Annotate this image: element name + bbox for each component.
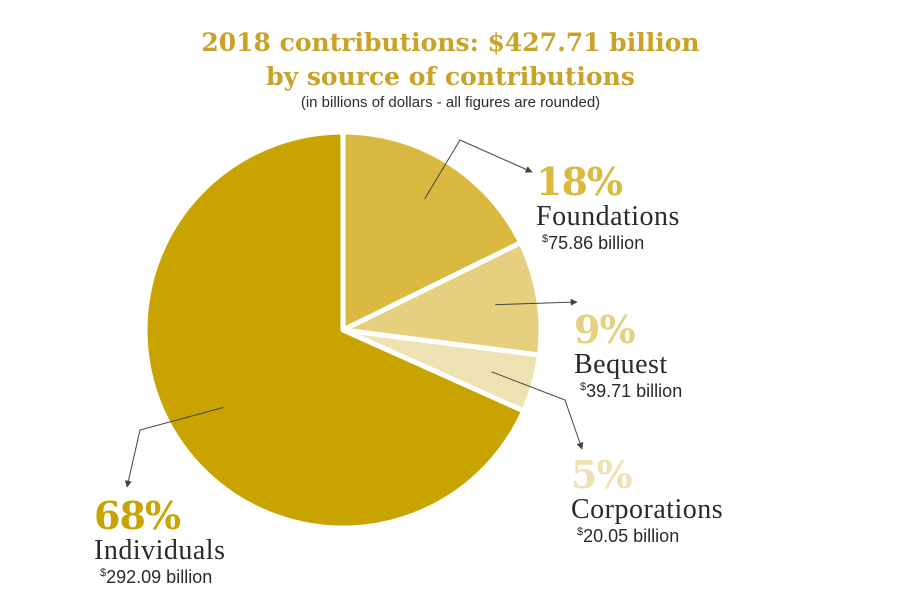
name-bequest: Bequest — [574, 349, 668, 380]
amount-value-individuals: 292.09 billion — [106, 567, 213, 587]
label-corporations: 5% Corporations $20.05 billion — [571, 455, 723, 547]
chart-subtitle: by source of contributions — [266, 62, 635, 91]
leader-line-foundations — [424, 139, 533, 200]
percent-bequest: 9% — [574, 307, 636, 352]
amount-bequest: $39.71 billion — [580, 380, 682, 402]
amount-value-foundations: 75.86 billion — [548, 233, 645, 253]
label-bequest: 9% Bequest $39.71 billion — [574, 310, 682, 402]
chart-note: (in billions of dollars - all figures ar… — [300, 94, 601, 111]
chart-title: 2018 contributions: $427.71 billion — [201, 28, 700, 57]
percent-corporations: 5% — [571, 452, 633, 497]
label-individuals: 68% Individuals $292.09 billion — [94, 496, 226, 588]
slice-bequest — [340, 240, 544, 358]
currency-individuals: $ — [100, 567, 107, 579]
currency-foundations: $ — [542, 233, 549, 245]
leader-line-individuals — [124, 407, 224, 488]
slice-individuals — [142, 129, 527, 531]
name-corporations: Corporations — [571, 494, 724, 525]
amount-value-bequest: 39.71 billion — [586, 381, 683, 401]
percent-individuals: 68% — [94, 493, 181, 538]
leader-line-bequest — [495, 298, 578, 306]
name-individuals: Individuals — [94, 535, 226, 566]
amount-corporations: $20.05 billion — [577, 525, 723, 547]
currency-corporations: $ — [577, 526, 584, 538]
slice-foundations — [340, 129, 524, 333]
label-foundations: 18% Foundations $75.86 billion — [536, 162, 680, 254]
percent-foundations: 18% — [536, 159, 623, 204]
amount-individuals: $292.09 billion — [100, 566, 226, 588]
name-foundations: Foundations — [536, 201, 680, 232]
leader-line-corporations — [491, 371, 584, 450]
amount-value-corporations: 20.05 billion — [583, 526, 680, 546]
amount-foundations: $75.86 billion — [542, 232, 680, 254]
currency-bequest: $ — [580, 381, 587, 393]
